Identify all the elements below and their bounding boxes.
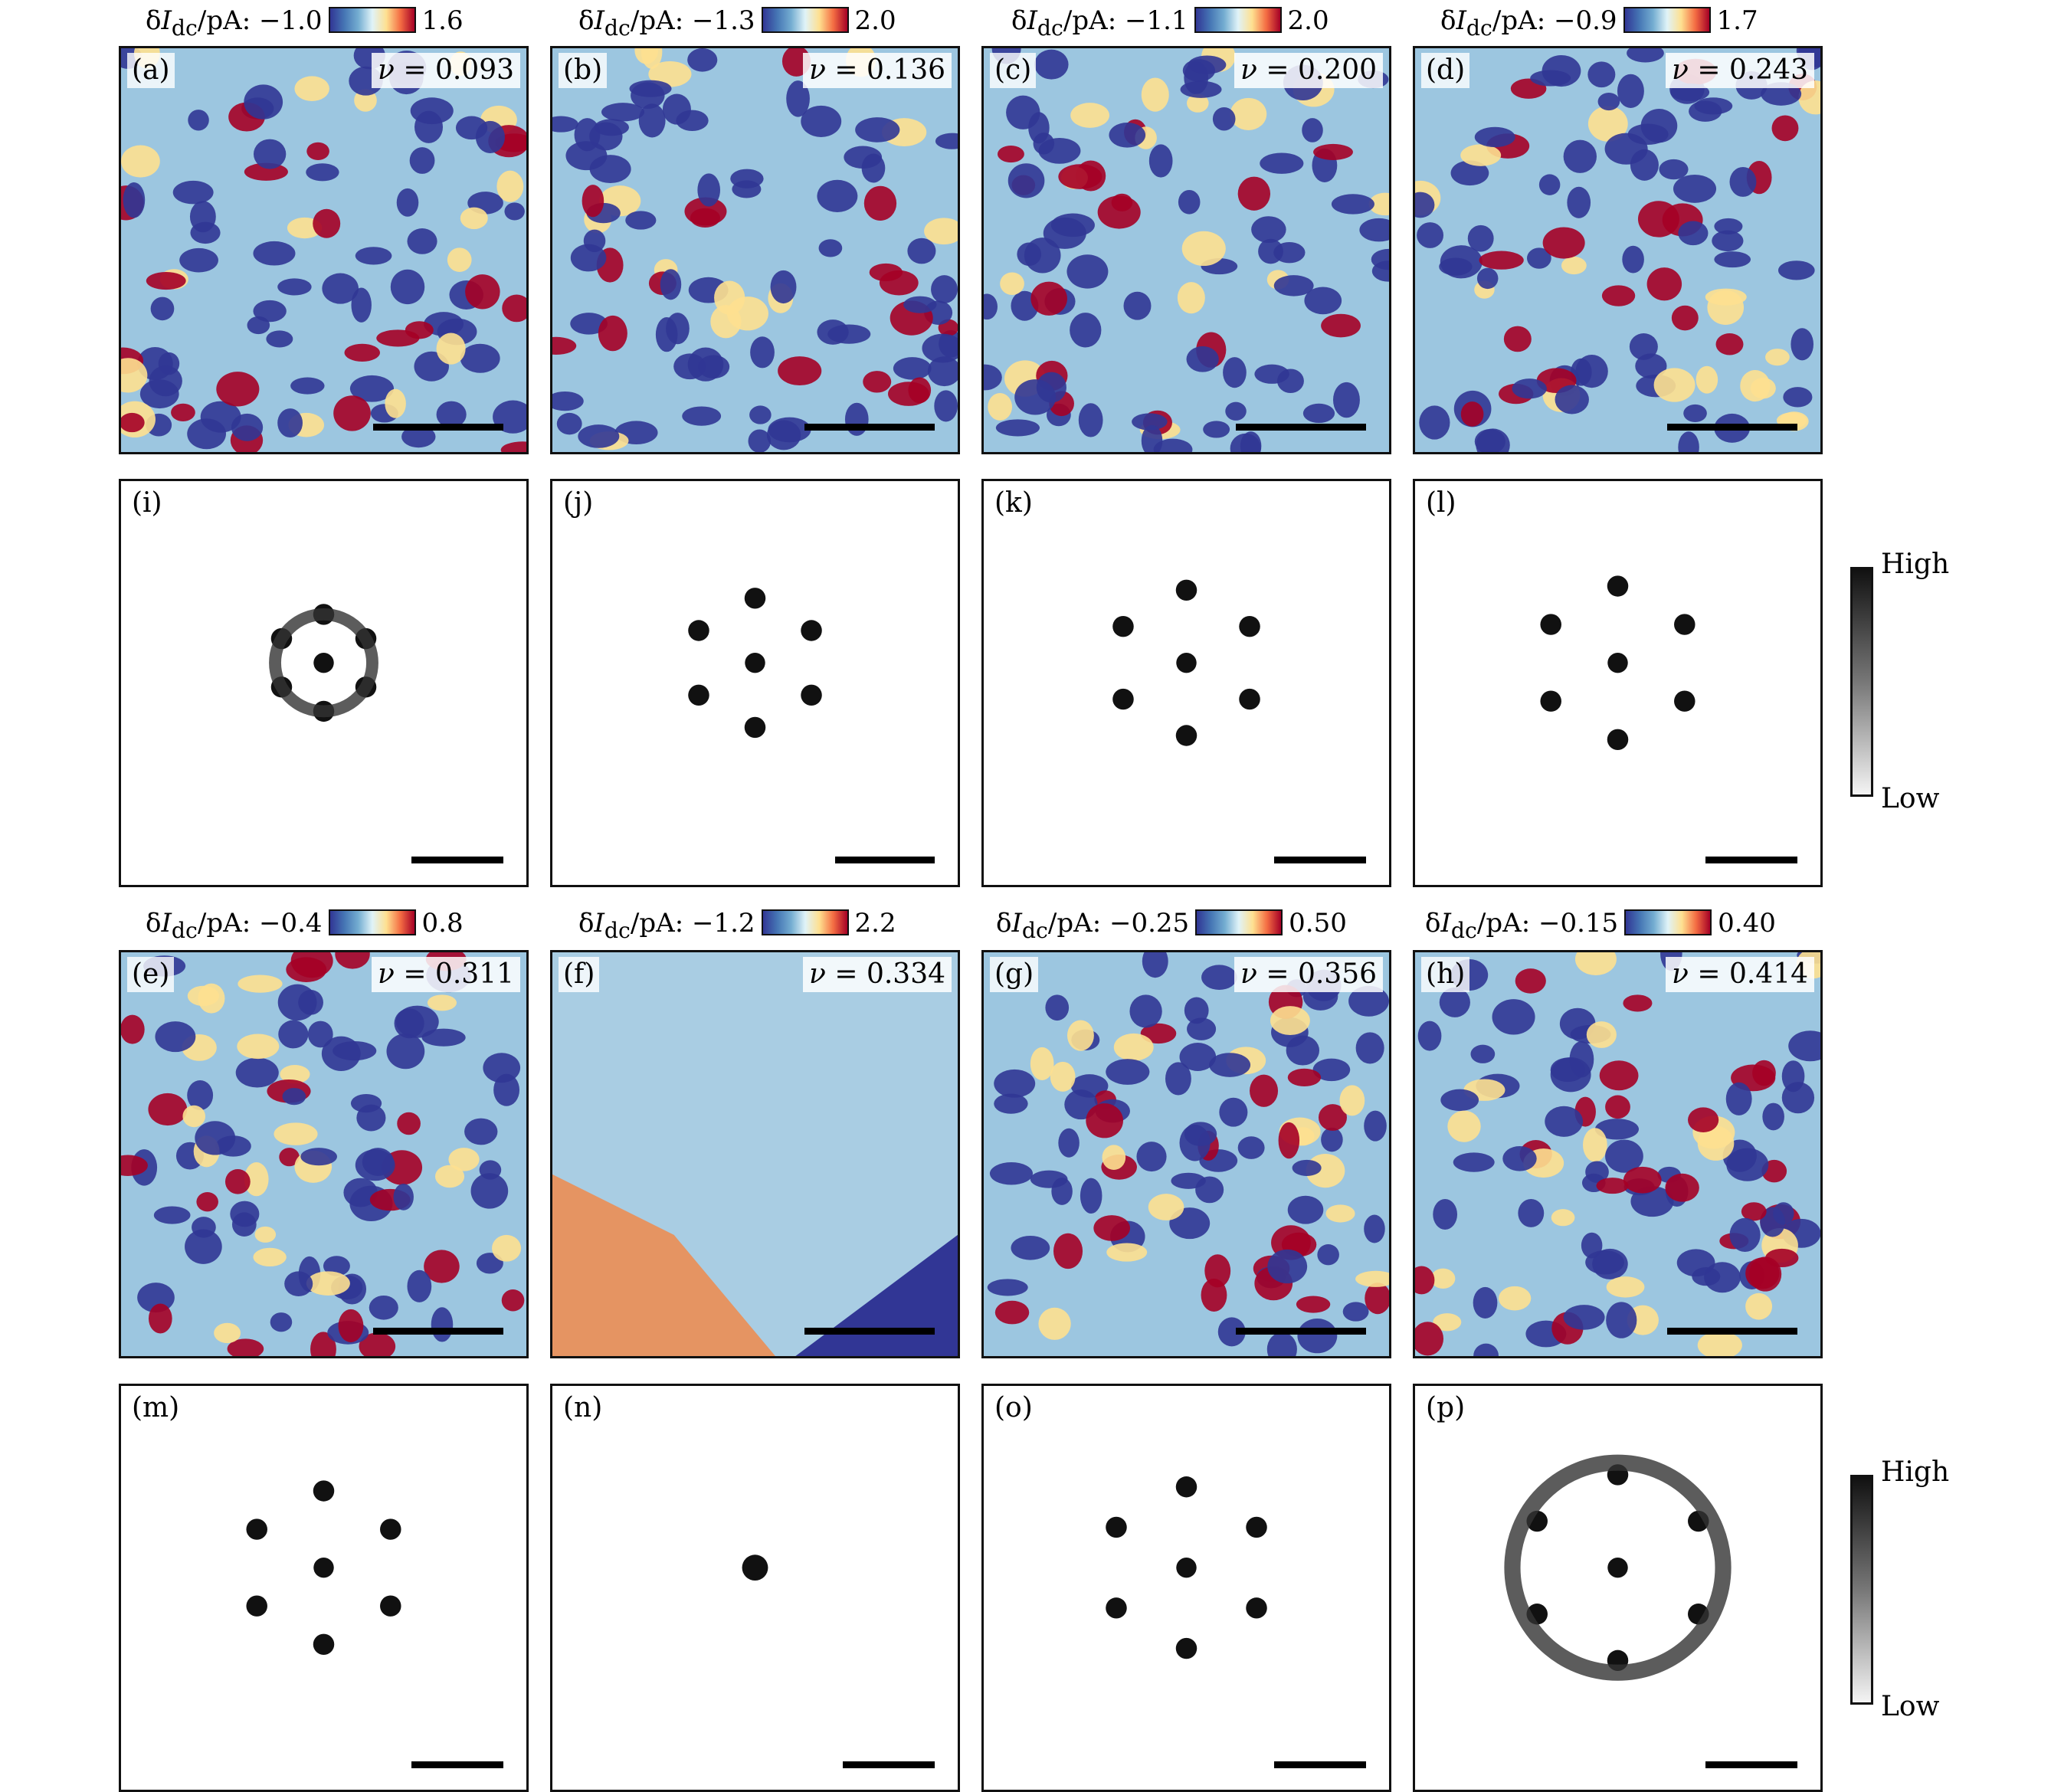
dI-map-image <box>1415 952 1820 1356</box>
panel-label: (h) <box>1421 957 1470 992</box>
filling-factor-label: ν = 0.311 <box>371 957 520 992</box>
filling-factor-label: ν = 0.356 <box>1234 957 1383 992</box>
fft-panel-m: (m) <box>119 1384 529 1792</box>
colorbar-d <box>1623 7 1711 33</box>
fft-panel-o: (o) <box>981 1384 1391 1792</box>
panel-label: (a) <box>127 53 175 88</box>
colorbar-high-label: High <box>1881 549 1950 580</box>
fft-image <box>742 1554 768 1581</box>
scale-bar <box>411 857 503 863</box>
scale-bar <box>1274 1761 1366 1768</box>
scale-bar <box>804 424 935 431</box>
dI-map-image <box>552 48 958 452</box>
fft-image <box>1504 1454 1732 1681</box>
colorbar-low-label: Low <box>1881 1691 1940 1722</box>
dI-map-image <box>552 952 958 1356</box>
fft-image <box>246 1480 401 1655</box>
fft-panel-n: (n) <box>550 1384 960 1792</box>
dI-map-image <box>1415 48 1820 452</box>
fft-image <box>1540 575 1696 750</box>
fft-panel-k: (k) <box>981 479 1391 887</box>
colorbar-title-f: δIdc/pA: −1.2 2.2 <box>578 908 896 943</box>
colorbar-title-d: δIdc/pA: −0.9 1.7 <box>1440 5 1758 41</box>
map-panel-c: (c) ν = 0.200 <box>981 46 1391 454</box>
panel-label: (o) <box>990 1391 1037 1426</box>
fft-image <box>688 588 822 739</box>
panel-label: (b) <box>559 53 608 88</box>
colorbar-h <box>1624 909 1712 935</box>
scale-bar <box>1236 424 1366 431</box>
scale-bar <box>1667 1328 1797 1335</box>
panel-label: (e) <box>127 957 175 992</box>
scale-bar <box>411 1761 503 1768</box>
fft-image <box>1112 579 1260 746</box>
fft-panel-l: (l) <box>1413 479 1823 887</box>
dI-map-image <box>121 48 526 452</box>
map-panel-d: (d) ν = 0.243 <box>1413 46 1823 454</box>
colorbar-g <box>1195 909 1283 935</box>
map-panel-a: (a) ν = 0.093 <box>119 46 529 454</box>
dI-map-image <box>984 952 1389 1356</box>
colorbar-f <box>761 909 849 935</box>
scale-bar <box>835 857 935 863</box>
filling-factor-label: ν = 0.334 <box>802 957 952 992</box>
map-panel-e: (e) ν = 0.311 <box>119 950 529 1358</box>
scale-bar <box>804 1328 935 1335</box>
fft-panel-i: (i) <box>119 479 529 887</box>
colorbar-b <box>761 7 849 33</box>
panel-label: (c) <box>990 53 1037 88</box>
panel-label: (k) <box>990 486 1037 521</box>
colorbar-title-g: δIdc/pA: −0.25 0.50 <box>996 908 1347 943</box>
panel-label: (n) <box>559 1391 608 1426</box>
scale-bar <box>1705 857 1797 863</box>
scale-bar <box>1236 1328 1366 1335</box>
grayscale-colorbar-top <box>1850 567 1873 797</box>
colorbar-high-label: High <box>1881 1456 1950 1488</box>
panel-label: (d) <box>1421 53 1470 88</box>
panel-label: (m) <box>127 1391 185 1426</box>
colorbar-title-c: δIdc/pA: −1.1 2.0 <box>1011 5 1329 41</box>
scale-bar <box>843 1761 935 1768</box>
map-panel-h: (h) ν = 0.414 <box>1413 950 1823 1358</box>
panel-label: (p) <box>1421 1391 1470 1426</box>
panel-label: (f) <box>559 957 600 992</box>
colorbar-c <box>1194 7 1282 33</box>
colorbar-title-a: δIdc/pA: −1.0 1.6 <box>146 5 464 41</box>
grayscale-colorbar-bottom <box>1850 1475 1873 1705</box>
map-panel-f: (f) ν = 0.334 <box>550 950 960 1358</box>
map-panel-b: (b) ν = 0.136 <box>550 46 960 454</box>
fft-panel-p: (p) <box>1413 1384 1823 1792</box>
scale-bar <box>1667 424 1797 431</box>
fft-panel-j: (j) <box>550 479 960 887</box>
filling-factor-label: ν = 0.093 <box>371 53 520 88</box>
panel-label: (l) <box>1421 486 1461 521</box>
colorbar-title-h: δIdc/pA: −0.15 0.40 <box>1425 908 1776 943</box>
dI-map-image <box>121 952 526 1356</box>
filling-factor-label: ν = 0.414 <box>1665 957 1814 992</box>
filling-factor-label: ν = 0.200 <box>1234 53 1383 88</box>
filling-factor-label: ν = 0.136 <box>802 53 952 88</box>
scale-bar <box>1705 1761 1797 1768</box>
fft-image <box>1106 1476 1267 1659</box>
scale-bar <box>373 1328 503 1335</box>
panel-label: (g) <box>990 957 1039 992</box>
colorbar-a <box>328 7 416 33</box>
filling-factor-label: ν = 0.243 <box>1665 53 1814 88</box>
colorbar-low-label: Low <box>1881 783 1940 814</box>
fft-image <box>269 604 378 722</box>
dI-map-image <box>984 48 1389 452</box>
panel-label: (j) <box>559 486 598 521</box>
scale-bar <box>373 424 503 431</box>
colorbar-title-b: δIdc/pA: −1.3 2.0 <box>578 5 896 41</box>
panel-label: (i) <box>127 486 167 521</box>
colorbar-title-e: δIdc/pA: −0.4 0.8 <box>146 908 464 943</box>
colorbar-e <box>328 909 416 935</box>
map-panel-g: (g) ν = 0.356 <box>981 950 1391 1358</box>
scale-bar <box>1274 857 1366 863</box>
